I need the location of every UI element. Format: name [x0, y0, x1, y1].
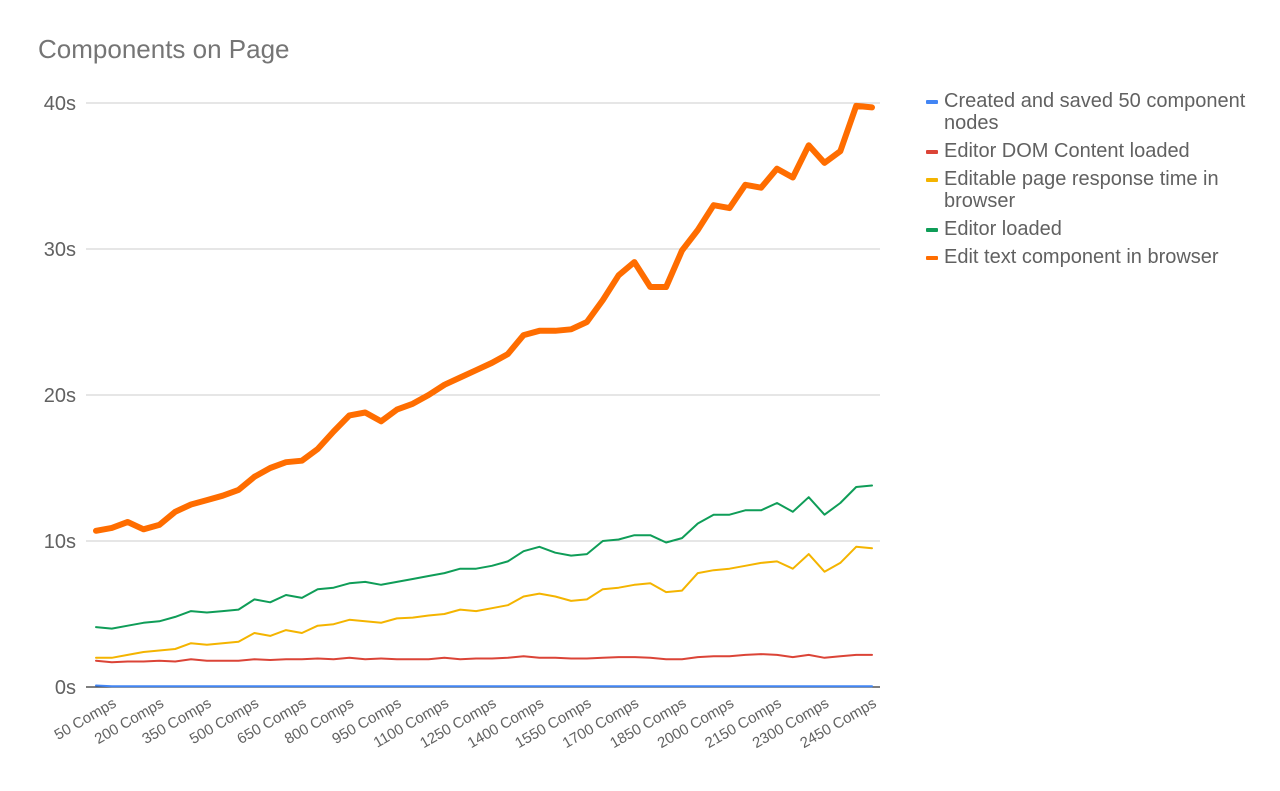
y-axis-ticks: 0s 10s 20s 30s 40s: [44, 93, 76, 699]
legend-label: Created and saved 50 component nodes: [944, 90, 1246, 134]
y-tick-label: 30s: [44, 239, 76, 261]
legend-label: Edit text component in browser: [944, 246, 1219, 268]
y-tick-label: 40s: [44, 93, 76, 115]
legend-swatch: [926, 100, 938, 104]
legend-swatch: [926, 256, 938, 260]
legend-item: Edit text component in browser: [920, 246, 1260, 268]
chart-title: Components on Page: [38, 34, 290, 64]
legend-item: Editor DOM Content loaded: [920, 140, 1260, 162]
y-tick-label: 10s: [44, 531, 76, 553]
series-line-2: [95, 653, 873, 664]
legend-item: Created and saved 50 component nodes: [920, 90, 1260, 134]
legend-label: Editable page response time in browser: [944, 168, 1219, 212]
series-line-1: [95, 684, 873, 688]
legend-label: Editor loaded: [944, 218, 1062, 240]
legend-label: Editor DOM Content loaded: [944, 140, 1190, 162]
series-line-3: [95, 545, 873, 659]
legend-swatch: [926, 150, 938, 154]
y-tick-label: 20s: [44, 385, 76, 407]
series-line-4: [95, 484, 873, 630]
legend-item: Editable page response time in browser: [920, 168, 1260, 212]
legend-swatch: [926, 228, 938, 232]
legend: Created and saved 50 component nodes Edit…: [920, 90, 1260, 274]
series-lines: [93, 102, 875, 688]
legend-swatch: [926, 178, 938, 182]
series-line-5: [93, 102, 875, 534]
legend-item: Editor loaded: [920, 218, 1260, 240]
y-tick-label: 0s: [55, 677, 76, 699]
